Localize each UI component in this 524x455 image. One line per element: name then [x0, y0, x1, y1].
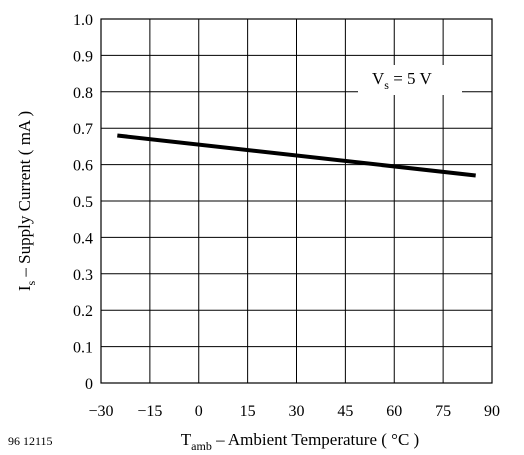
- y-axis-subscript: s: [24, 281, 38, 286]
- annotation-subscript: s: [384, 78, 389, 92]
- y-tick-label: 1.0: [73, 12, 93, 29]
- x-tick-label: 15: [240, 403, 256, 420]
- x-tick-label: 60: [386, 403, 402, 420]
- y-tick-label: 0.4: [73, 230, 93, 247]
- y-axis-symbol: I: [15, 285, 34, 291]
- figure-code: 96 12115: [8, 434, 53, 448]
- y-axis-rest: – Supply Current ( mA ): [15, 111, 34, 281]
- x-axis-subscript: amb: [191, 439, 212, 453]
- annotation-box: [358, 65, 462, 95]
- x-tick-labels: −30 −15 0 15 30 45 60 75 90: [88, 403, 500, 420]
- x-tick-label: −30: [88, 403, 113, 420]
- series-line: [117, 133, 476, 178]
- y-axis-label: Is – Supply Current ( mA ): [15, 111, 38, 291]
- x-tick-label: 30: [289, 403, 305, 420]
- y-tick-label: 0.1: [73, 340, 93, 357]
- annotation-symbol: V: [372, 69, 385, 88]
- y-tick-label: 0.9: [73, 48, 93, 65]
- x-tick-label: 90: [484, 403, 500, 420]
- y-tick-label: 0.7: [73, 121, 93, 138]
- y-tick-label: 0.2: [73, 303, 93, 320]
- y-tick-label: 0.6: [73, 158, 93, 175]
- y-tick-labels: 0 0.1 0.2 0.3 0.4 0.5 0.6 0.7 0.8 0.9 1.0: [73, 12, 93, 393]
- x-axis-rest: – Ambient Temperature ( °C ): [212, 430, 419, 449]
- grid: [100, 18, 493, 384]
- annotation-vs: Vs = 5 V: [372, 69, 432, 92]
- annotation-rest: = 5 V: [389, 69, 433, 88]
- y-tick-label: 0.3: [73, 267, 93, 284]
- x-axis-symbol: T: [181, 430, 192, 449]
- x-axis-label: Tamb – Ambient Temperature ( °C ): [181, 430, 419, 453]
- plot-frame: [100, 18, 493, 384]
- y-tick-label: 0.8: [73, 85, 93, 102]
- x-tick-label: −15: [137, 403, 162, 420]
- x-tick-label: 0: [195, 403, 203, 420]
- x-tick-label: 75: [435, 403, 451, 420]
- x-tick-label: 45: [337, 403, 353, 420]
- y-tick-label: 0.5: [73, 194, 93, 211]
- y-tick-label: 0: [85, 376, 93, 393]
